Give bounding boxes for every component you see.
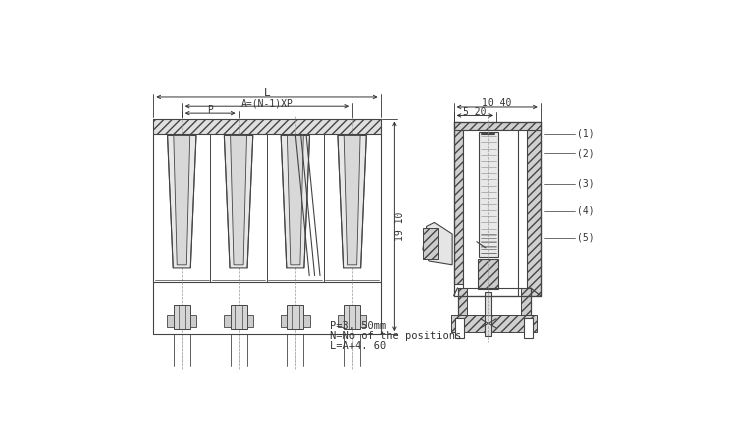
Bar — [174, 305, 190, 329]
Bar — [303, 315, 310, 327]
Bar — [281, 315, 287, 327]
Text: L=A+4. 60: L=A+4. 60 — [331, 341, 387, 352]
Bar — [479, 132, 497, 257]
Bar — [338, 315, 344, 327]
Text: (4): (4) — [577, 206, 595, 216]
Bar — [360, 315, 367, 327]
Bar — [524, 318, 533, 338]
Bar — [521, 288, 531, 315]
Text: 10 40: 10 40 — [482, 98, 512, 108]
Bar — [455, 318, 464, 338]
Bar — [247, 315, 253, 327]
Text: (5): (5) — [577, 233, 595, 243]
Polygon shape — [338, 135, 366, 268]
Text: 19 10: 19 10 — [394, 212, 405, 241]
Text: L: L — [263, 88, 270, 98]
Bar — [423, 228, 438, 258]
Bar — [287, 305, 303, 329]
Polygon shape — [224, 135, 253, 268]
Text: (2): (2) — [577, 148, 595, 158]
Polygon shape — [230, 135, 247, 265]
Bar — [526, 122, 541, 296]
Polygon shape — [423, 222, 452, 265]
Text: 5 20: 5 20 — [463, 107, 487, 117]
Bar — [452, 315, 537, 332]
Bar — [454, 122, 541, 130]
Bar — [463, 130, 518, 296]
Bar — [167, 315, 174, 327]
Text: P: P — [207, 105, 213, 115]
Polygon shape — [281, 135, 310, 268]
Bar — [454, 122, 463, 284]
Bar — [190, 315, 196, 327]
Bar — [485, 292, 491, 336]
Text: (1): (1) — [577, 129, 595, 139]
Polygon shape — [344, 135, 360, 265]
Bar — [230, 305, 247, 329]
Polygon shape — [167, 135, 196, 268]
Polygon shape — [174, 135, 190, 265]
Text: A=(N-1)XP: A=(N-1)XP — [241, 98, 293, 108]
Bar — [458, 288, 466, 315]
Bar — [153, 118, 380, 134]
Bar — [224, 315, 230, 327]
Polygon shape — [287, 135, 303, 265]
Text: N=No of the positions: N=No of the positions — [331, 332, 462, 341]
Bar — [344, 305, 360, 329]
Text: P=3. 50mm: P=3. 50mm — [331, 321, 387, 331]
Bar — [478, 258, 498, 289]
Text: (3): (3) — [577, 179, 595, 189]
